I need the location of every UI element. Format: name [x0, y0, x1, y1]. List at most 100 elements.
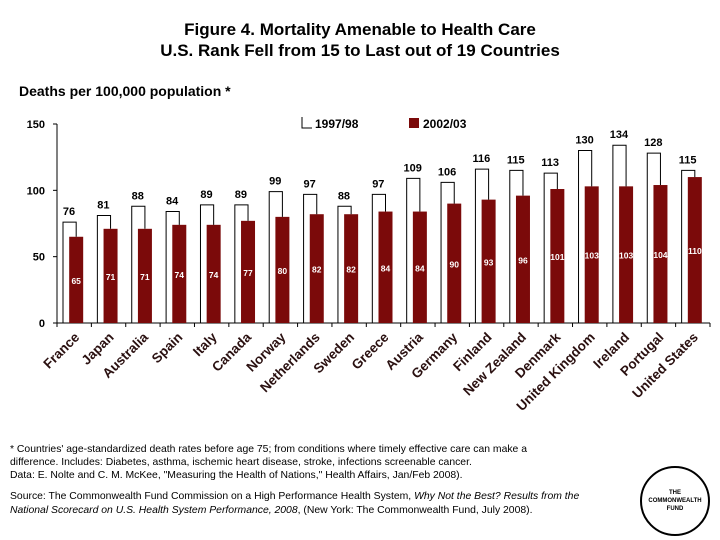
logo-text: THE — [669, 490, 681, 496]
bar-value-label: 74 — [209, 270, 219, 280]
bracket-value-label: 89 — [235, 189, 247, 201]
bracket-value-label: 130 — [575, 135, 593, 147]
source-prefix: Source: The Commonwealth Fund Commission… — [10, 491, 415, 502]
bracket-1997-98 — [646, 152, 661, 323]
bar-value-label: 74 — [175, 270, 185, 280]
bracket-value-label: 134 — [610, 129, 629, 141]
footnotes: * Countries' age-standardized death rate… — [10, 443, 620, 482]
bar-value-label: 80 — [278, 266, 288, 276]
source-title: Why Not the Best? Results from the Natio… — [10, 491, 580, 516]
bar-value-label: 96 — [518, 255, 528, 265]
bar-2002-03 — [412, 211, 427, 323]
bar-value-label: 84 — [381, 263, 391, 273]
bar-2002-03 — [619, 186, 634, 323]
legend-1997-98-label: 1997/98 — [315, 117, 359, 131]
bar-value-label: 101 — [550, 252, 564, 262]
logo-text: FUND — [666, 506, 684, 512]
bar-value-label: 104 — [653, 250, 667, 260]
bar-2002-03 — [584, 186, 599, 323]
bar-value-label: 110 — [688, 246, 702, 256]
bar-value-label: 71 — [140, 272, 150, 282]
bar-value-label: 103 — [585, 251, 599, 261]
bracket-value-label: 88 — [338, 190, 350, 202]
bar-2002-03 — [309, 214, 324, 323]
bar-value-label: 103 — [619, 251, 633, 261]
bracket-value-label: 113 — [541, 157, 559, 169]
bracket-1997-98 — [406, 177, 421, 323]
bracket-value-label: 88 — [132, 190, 144, 202]
bracket-value-label: 84 — [166, 196, 179, 208]
commonwealth-fund-logo: THE COMMONWEALTH FUND — [640, 466, 710, 536]
bracket-1997-98 — [337, 205, 352, 323]
source-suffix: , (New York: The Commonwealth Fund, July… — [297, 504, 533, 516]
bracket-1997-98 — [371, 193, 386, 323]
y-tick-label: 0 — [39, 318, 45, 330]
bracket-1997-98 — [440, 181, 455, 323]
bar-value-label: 84 — [415, 263, 425, 273]
bracket-1997-98 — [612, 144, 627, 323]
y-tick-label: 100 — [27, 185, 45, 197]
x-category-label: Spain — [149, 330, 186, 367]
bar-2002-03 — [515, 195, 530, 323]
bracket-1997-98 — [62, 221, 77, 323]
chart: 0501001506576France7181Japan7188Australi… — [27, 117, 711, 414]
bar-2002-03 — [653, 185, 668, 323]
bracket-1997-98 — [199, 204, 215, 323]
bracket-value-label: 97 — [372, 178, 384, 190]
bracket-1997-98 — [165, 211, 180, 323]
source-note: Source: The Commonwealth Fund Commission… — [10, 490, 620, 517]
bar-2002-03 — [206, 224, 221, 323]
bar-2002-03 — [550, 189, 565, 323]
bracket-1997-98 — [509, 169, 524, 323]
chart-title: Figure 4. Mortality Amenable to Health C… — [0, 19, 720, 61]
x-category-label: France — [40, 329, 82, 371]
y-tick-label: 150 — [27, 119, 45, 131]
bar-2002-03 — [137, 228, 152, 323]
x-category-label: Italy — [190, 329, 220, 359]
bracket-value-label: 89 — [200, 189, 212, 201]
bracket-value-label: 116 — [473, 153, 491, 165]
bracket-value-label: 128 — [644, 137, 662, 149]
bracket-1997-98 — [681, 169, 696, 323]
bar-2002-03 — [344, 214, 359, 323]
bracket-value-label: 109 — [404, 162, 422, 174]
logo-text: COMMONWEALTH — [648, 498, 702, 504]
bar-value-label: 93 — [484, 257, 494, 267]
bracket-1997-98 — [578, 150, 593, 323]
bar-value-label: 82 — [312, 265, 322, 275]
bracket-1997-98 — [543, 172, 558, 323]
bracket-value-label: 76 — [63, 206, 75, 218]
bar-value-label: 82 — [346, 265, 356, 275]
title-line-1: Figure 4. Mortality Amenable to Health C… — [184, 20, 536, 39]
bracket-1997-98 — [234, 204, 249, 323]
bracket-1997-98 — [303, 193, 318, 323]
legend-1997-98-icon — [301, 117, 312, 129]
bracket-value-label: 106 — [438, 166, 456, 178]
legend-2002-03-icon — [409, 118, 419, 128]
bracket-1997-98 — [268, 191, 283, 323]
legend-2002-03-label: 2002/03 — [423, 117, 467, 131]
bar-2002-03 — [241, 220, 256, 323]
bar-value-label: 77 — [243, 268, 253, 278]
footnote-line: Data: E. Nolte and C. M. McKee, "Measuri… — [10, 470, 463, 481]
bracket-1997-98 — [474, 168, 490, 323]
y-axis-label: Deaths per 100,000 population * — [19, 83, 231, 99]
bracket-value-label: 99 — [269, 176, 281, 188]
bar-2002-03 — [69, 236, 84, 323]
bracket-value-label: 115 — [679, 154, 697, 166]
bar-value-label: 71 — [106, 272, 116, 282]
bar-2002-03 — [172, 224, 187, 323]
bar-value-label: 65 — [71, 276, 81, 286]
footnote-line: difference. Includes: Diabetes, asthma, … — [10, 457, 472, 468]
title-line-2: U.S. Rank Fell from 15 to Last out of 19… — [160, 41, 560, 60]
bar-2002-03 — [275, 216, 290, 323]
bar-2002-03 — [481, 199, 496, 323]
bar-2002-03 — [447, 203, 462, 323]
bar-2002-03 — [103, 228, 118, 323]
bracket-value-label: 97 — [303, 178, 315, 190]
bracket-1997-98 — [96, 215, 112, 323]
bracket-value-label: 115 — [507, 154, 525, 166]
footnote-line: * Countries' age-standardized death rate… — [10, 444, 527, 455]
bracket-value-label: 81 — [97, 200, 109, 212]
bar-2002-03 — [687, 177, 702, 323]
